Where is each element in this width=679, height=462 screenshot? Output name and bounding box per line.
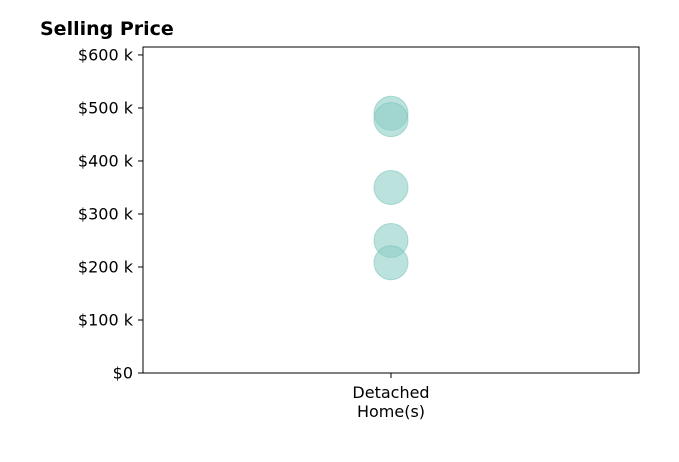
y-tick-label: $200 k [78,257,134,276]
y-tick-label: $100 k [78,310,134,329]
data-point [373,169,409,205]
y-tick-label: $600 k [78,45,134,64]
y-tick-label: $300 k [78,204,134,223]
chart-title: Selling Price [40,18,174,40]
y-tick-label: $500 k [78,98,134,117]
x-tick-label: Detached Home(s) [352,383,429,421]
data-point [373,102,409,138]
x-axis: Detached Home(s) [352,373,430,421]
y-tick-label: $400 k [78,151,134,170]
x-tick-label-line: Home(s) [357,402,425,421]
data-point [373,245,409,281]
y-tick-label: $0 [113,364,133,383]
data-points [373,95,409,281]
y-axis: $0 $100 k $200 k $300 k $400 k $500 k $600 k [78,45,143,383]
x-tick-label-line: Detached [352,383,429,402]
